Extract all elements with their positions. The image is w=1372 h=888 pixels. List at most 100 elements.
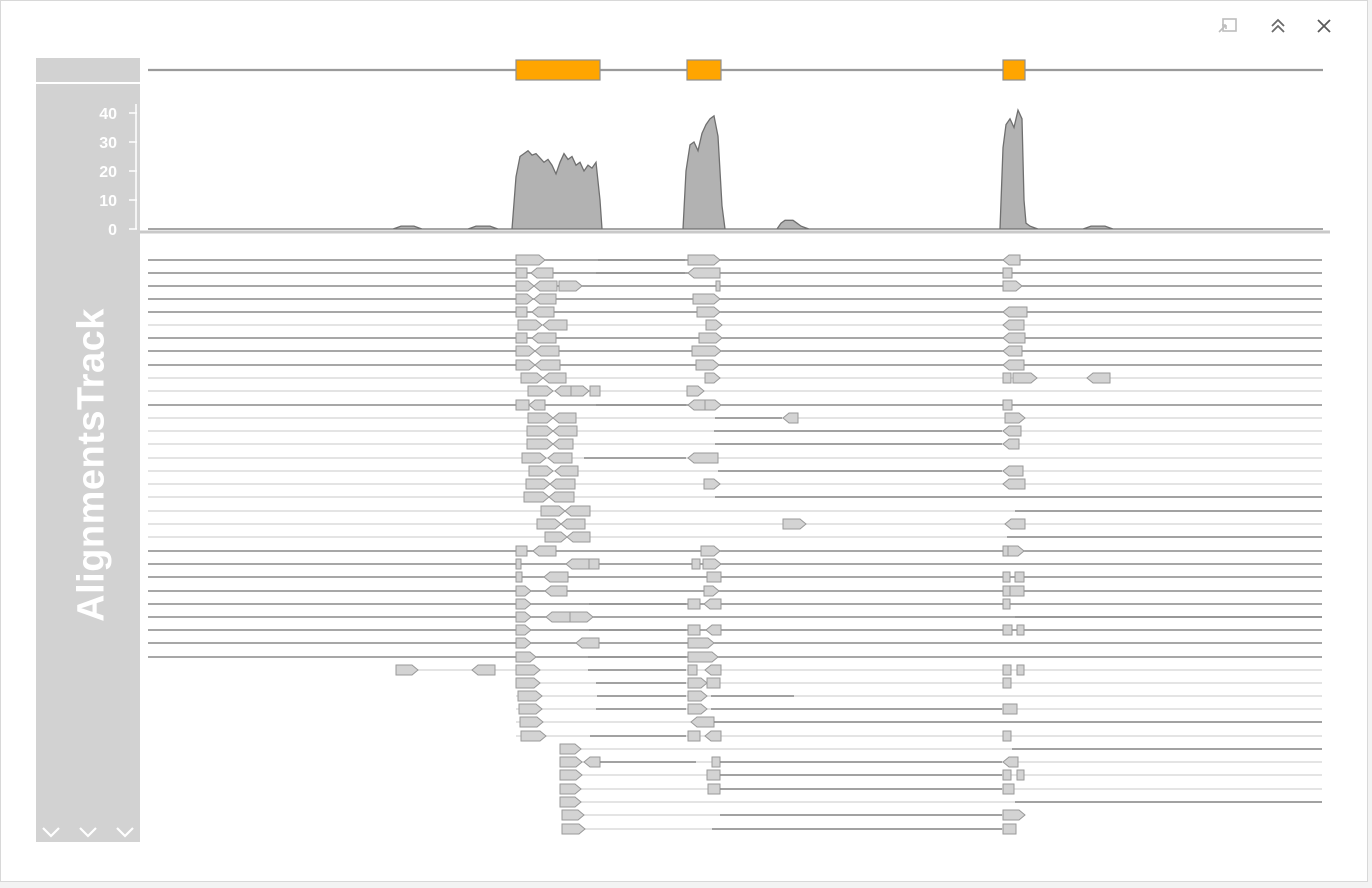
read-segment <box>559 796 582 808</box>
read-row <box>148 531 1322 543</box>
read-row <box>148 319 1322 331</box>
read-segment <box>1002 399 1013 411</box>
read-segment <box>552 412 577 424</box>
read-segment <box>687 452 719 464</box>
read-segment <box>1002 267 1013 279</box>
chevron-down-icon[interactable] <box>40 824 62 840</box>
alignments-track-panel <box>36 84 140 842</box>
read-segment <box>515 359 536 371</box>
read-segment <box>564 505 591 517</box>
read-segment <box>554 465 579 477</box>
chevron-down-icon[interactable] <box>114 824 136 840</box>
read-segment <box>703 598 722 610</box>
detach-icon[interactable] <box>1215 13 1241 39</box>
read-segment <box>515 677 541 689</box>
y-tick-label: 40 <box>99 106 117 123</box>
read-row <box>148 412 1322 424</box>
read-segment <box>687 651 719 663</box>
read-segment <box>691 345 722 357</box>
read-segment <box>687 677 708 689</box>
read-row <box>148 571 1322 583</box>
read-segment <box>588 558 600 570</box>
read-segment <box>687 690 708 702</box>
read-row <box>148 611 1322 623</box>
read-segment <box>711 756 721 768</box>
read-row <box>148 558 1322 570</box>
read-segment <box>526 425 554 437</box>
read-segment <box>515 332 528 344</box>
read-segment <box>702 558 722 570</box>
read-row <box>148 465 1322 477</box>
chevron-down-icon[interactable] <box>77 824 99 840</box>
read-segment <box>687 664 698 676</box>
read-segment <box>1002 465 1024 477</box>
read-segment <box>520 730 547 742</box>
collapse-up-icon[interactable] <box>1265 13 1291 39</box>
read-segment <box>565 558 590 570</box>
read-segment <box>707 783 721 795</box>
read-segment <box>575 637 600 649</box>
read-segment <box>517 319 543 331</box>
read-segment <box>1004 412 1026 424</box>
read-row <box>148 637 1322 649</box>
read-segment <box>692 293 721 305</box>
read-row <box>148 518 1322 530</box>
read-segment <box>521 452 547 464</box>
read-row <box>516 703 1322 715</box>
read-segment <box>1002 254 1021 266</box>
read-segment <box>515 585 532 597</box>
read-segment <box>542 319 568 331</box>
y-tick-label: 0 <box>108 222 117 239</box>
read-segment <box>589 385 601 397</box>
read-segment <box>559 743 582 755</box>
read-segment <box>700 545 721 557</box>
read-segment <box>559 769 583 781</box>
read-segment <box>704 664 722 676</box>
read-segment <box>536 518 562 530</box>
read-segment <box>1002 571 1011 583</box>
read-row <box>148 438 1322 450</box>
read-segment <box>703 478 721 490</box>
read-segment <box>696 306 721 318</box>
read-row <box>148 345 1322 357</box>
read-segment <box>526 438 554 450</box>
read-segment <box>1002 332 1026 344</box>
read-segment <box>515 637 532 649</box>
read-segment <box>1002 756 1019 768</box>
read-segment <box>533 280 558 292</box>
read-segment <box>471 664 496 676</box>
read-segment <box>703 585 720 597</box>
read-segment <box>531 332 557 344</box>
read-segment <box>515 293 534 305</box>
read-segment <box>540 505 566 517</box>
read-segment <box>552 438 574 450</box>
read-segment <box>1002 823 1017 835</box>
read-segment <box>704 399 722 411</box>
read-segment <box>1002 280 1023 292</box>
read-segment <box>1002 783 1015 795</box>
read-row <box>516 730 1322 742</box>
read-row <box>561 809 1026 821</box>
read-segment <box>560 518 586 530</box>
read-row <box>148 267 1322 279</box>
read-segment <box>687 703 708 715</box>
read-segment <box>559 756 583 768</box>
read-segment <box>695 359 720 371</box>
read-row <box>148 399 1322 411</box>
read-segment <box>530 267 554 279</box>
read-segment <box>1002 677 1012 689</box>
reads <box>148 254 1322 835</box>
read-segment <box>690 716 715 728</box>
read-row <box>148 598 1322 610</box>
close-icon[interactable] <box>1311 13 1337 39</box>
read-row <box>395 664 1322 676</box>
read-row <box>148 254 1322 266</box>
read-segment <box>1086 372 1111 384</box>
exon-box <box>1002 59 1026 81</box>
read-segment <box>1002 585 1011 597</box>
read-segment <box>1002 598 1011 610</box>
read-segment <box>515 571 523 583</box>
read-row <box>148 306 1322 318</box>
read-segment <box>687 254 721 266</box>
